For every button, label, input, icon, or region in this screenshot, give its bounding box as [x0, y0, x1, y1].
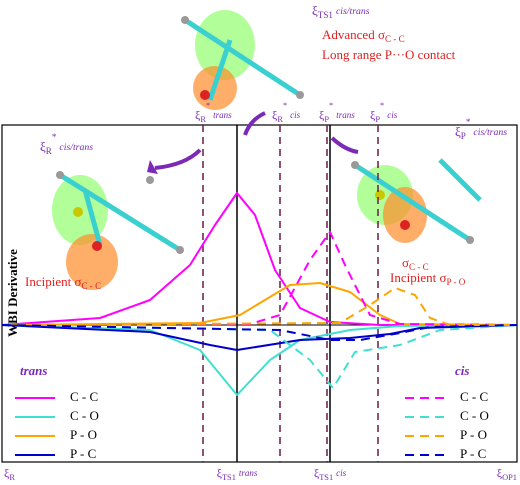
series-line — [1, 324, 518, 341]
legend-label: C - C — [460, 389, 488, 404]
annotation-tag: cis/trans — [473, 127, 507, 138]
annotation-part: * — [466, 117, 471, 127]
top-label-tag: trans — [336, 110, 355, 120]
annotation-part: Incipient σ — [390, 270, 446, 285]
top-label-part: ξ — [272, 108, 278, 122]
series-line — [1, 324, 518, 396]
annotation: Advanced σC - C — [322, 27, 405, 44]
top-label: ξR*trans — [195, 101, 232, 124]
arrow-left — [154, 148, 202, 170]
legend-title: trans — [20, 363, 47, 378]
plot-frame — [1, 124, 518, 463]
legend-label: C - C — [70, 389, 98, 404]
annotation: Incipient σC - C — [25, 274, 101, 291]
top-label-part: ξ — [370, 108, 376, 122]
annotation-part: ξ — [455, 124, 461, 139]
legend-label: P - C — [70, 446, 96, 461]
top-label-part: * — [283, 101, 287, 110]
bottom-label-part: ξ — [4, 466, 10, 480]
bottom-label-part: R — [9, 473, 15, 482]
top-label-part: ξ — [319, 108, 325, 122]
molecule-right — [351, 158, 482, 244]
top-label-part: P — [324, 115, 329, 124]
bottom-label: ξTS1 trans — [217, 466, 258, 482]
bottom-label-part: TS1 — [319, 473, 333, 482]
bottom-label-tag: trans — [239, 468, 258, 478]
bottom-label-part: OP1 — [502, 473, 517, 482]
bottom-label: ξR — [4, 466, 15, 482]
arrow-right — [330, 136, 359, 154]
annotation: Long range P···O contact — [322, 47, 456, 62]
legend-label: C - O — [460, 408, 489, 423]
annotation-part: C - C — [385, 34, 405, 44]
top-label-part: R — [277, 115, 283, 124]
annotation: Incipient σP - O — [390, 270, 466, 287]
y-axis-label: WBI Derivative — [5, 249, 20, 337]
top-label: ξP*cis — [370, 101, 398, 124]
bottom-label-part: ξ — [217, 466, 223, 480]
legend-label: C - O — [70, 408, 99, 423]
molecule-left — [52, 171, 184, 290]
bottom-label-part: ξ — [314, 466, 320, 480]
annotation-part: ξ — [40, 139, 46, 154]
bottom-label-part: TS1 — [222, 473, 236, 482]
top-label-part: * — [206, 101, 210, 110]
annotation: ξP*cis/trans — [455, 117, 507, 141]
series-line — [1, 324, 518, 389]
annotation-part: σ — [402, 255, 409, 270]
series-line — [1, 287, 517, 326]
annotation-part: P — [461, 131, 466, 141]
annotation: ξR *cis/trans — [40, 132, 93, 156]
bottom-label: ξTS1 cis — [314, 466, 347, 482]
annotation-tag: cis/trans — [59, 142, 93, 153]
top-label-tag: cis — [290, 110, 300, 120]
annotation-tag: cis/trans — [336, 6, 370, 17]
bottom-label-part: ξ — [497, 466, 503, 480]
arrow-top — [243, 111, 266, 136]
annotation-part: * — [52, 132, 57, 142]
top-label-tag: trans — [213, 110, 232, 120]
series-line — [1, 282, 518, 326]
annotation-part: R — [46, 146, 53, 156]
top-label-part: R — [200, 115, 206, 124]
molecule-top — [181, 10, 304, 110]
annotation-part: Advanced σ — [322, 27, 385, 42]
legend-title: cis — [455, 363, 469, 378]
bottom-label: ξOP1 — [497, 466, 517, 482]
top-label-part: * — [329, 101, 333, 110]
legend-label: P - O — [70, 427, 97, 442]
arrowhead — [147, 160, 158, 174]
top-label-part: * — [380, 101, 384, 110]
legend-label: P - O — [460, 427, 487, 442]
series-line — [1, 231, 518, 326]
annotation-part: C - C — [81, 281, 101, 291]
top-label-tag: cis — [387, 110, 397, 120]
annotation-part: P - O — [446, 277, 465, 287]
annotation: σC - C — [402, 255, 429, 272]
annotation: ξTS1 cis/trans — [312, 3, 370, 20]
top-label: ξP*trans — [319, 101, 355, 124]
annotation-part: C - C — [409, 262, 429, 272]
annotation-part: TS1 — [318, 10, 333, 20]
top-label-part: ξ — [195, 108, 201, 122]
annotation-part: Incipient σ — [25, 274, 81, 289]
legend-label: P - C — [460, 446, 486, 461]
top-label-part: P — [375, 115, 380, 124]
top-label: ξR*cis — [272, 101, 301, 124]
bottom-label-tag: cis — [336, 468, 346, 478]
annotation-part: ξ — [312, 3, 318, 18]
